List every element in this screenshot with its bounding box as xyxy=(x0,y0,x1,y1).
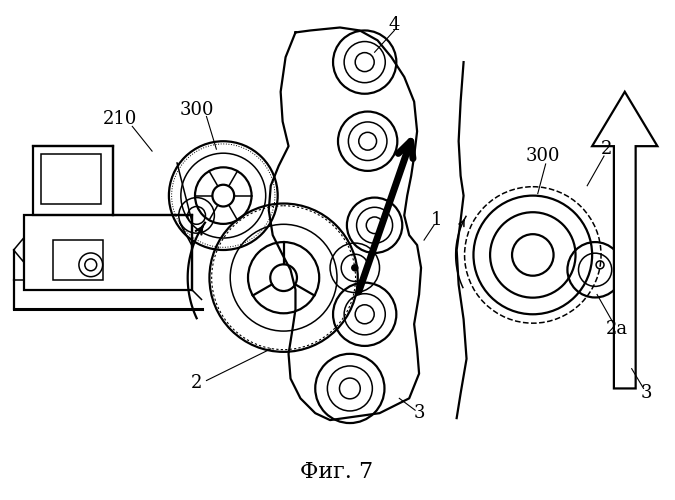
Circle shape xyxy=(352,265,358,271)
Polygon shape xyxy=(592,92,657,388)
Text: 300: 300 xyxy=(525,147,560,165)
Text: 210: 210 xyxy=(103,110,138,128)
Polygon shape xyxy=(14,238,24,262)
Text: 3: 3 xyxy=(641,384,652,402)
Circle shape xyxy=(512,234,554,276)
Text: 1: 1 xyxy=(431,212,443,230)
Text: 2: 2 xyxy=(191,374,202,392)
Text: 4: 4 xyxy=(389,16,400,34)
Circle shape xyxy=(213,184,234,206)
Text: Фиг. 7: Фиг. 7 xyxy=(300,462,373,483)
Text: 300: 300 xyxy=(180,100,214,118)
Text: 2a: 2a xyxy=(605,320,628,338)
Text: 2: 2 xyxy=(601,140,613,158)
Text: 3: 3 xyxy=(413,404,425,422)
